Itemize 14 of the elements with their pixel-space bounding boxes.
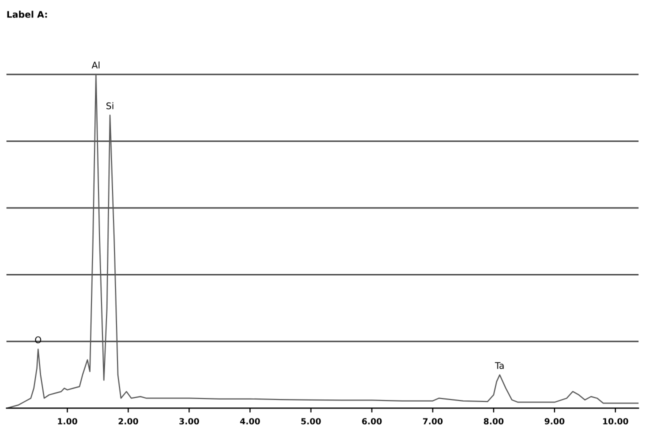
x-tick-label: 5.00: [301, 418, 321, 424]
x-tick-label: 2.00: [118, 418, 138, 424]
x-tick-label: 1.00: [58, 418, 78, 424]
x-tick-label: 9.00: [544, 418, 564, 424]
x-tick-label: 3.00: [179, 418, 200, 424]
x-tick-label: 4.00: [240, 418, 260, 424]
x-tick-label: 10.00: [603, 418, 628, 424]
annotation: Si: [106, 102, 114, 110]
chart-title: Label A:: [7, 10, 47, 18]
annotation: Al: [92, 62, 100, 68]
x-tick-label: 7.00: [423, 418, 443, 424]
x-tick-label: 8.00: [484, 418, 504, 424]
x-tick-label: 6.00: [362, 418, 382, 424]
annotation: Ta: [494, 362, 504, 369]
